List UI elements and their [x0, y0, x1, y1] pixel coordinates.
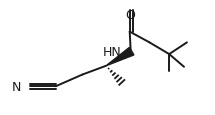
Text: N: N	[12, 80, 21, 93]
Text: O: O	[125, 9, 135, 22]
Polygon shape	[106, 48, 134, 66]
Text: HN: HN	[103, 45, 122, 58]
